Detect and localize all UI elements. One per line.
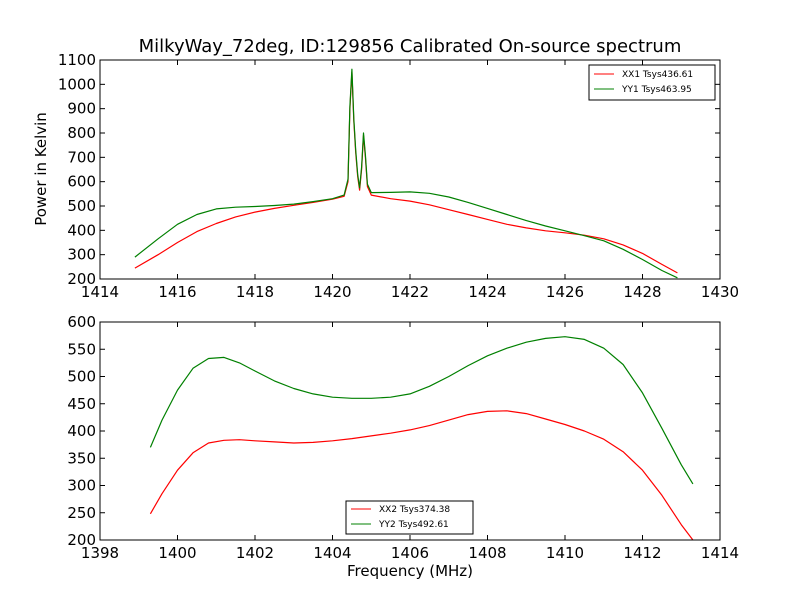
top-legend-box	[588, 64, 716, 101]
bottom-ytick-label: 250	[67, 504, 96, 522]
bottom-ytick-label: 600	[67, 313, 96, 331]
top-ytick-label: 700	[67, 148, 96, 166]
bottom-xtick-label: 1412	[623, 544, 661, 562]
top-xtick-label: 1428	[623, 283, 661, 301]
bottom-legend-label-xx2: XX2 Tsys374.38	[379, 505, 450, 515]
top-chart-ticks: 1414 1416 1418 1420 1422 1424 1426 1428 1430 200 3…	[58, 51, 739, 301]
top-series-line-2	[134, 68, 678, 279]
bottom-ytick-label: 200	[67, 531, 96, 549]
top-ytick-label: 1100	[58, 51, 96, 69]
bottom-chart-xlabel: Frequency (MHz)	[347, 562, 473, 580]
bottom-xtick-label: 1404	[313, 544, 351, 562]
bottom-xtick-label: 1406	[391, 544, 429, 562]
bottom-xtick-label: 1408	[468, 544, 506, 562]
bottom-chart-frame	[99, 321, 721, 541]
bottom-ytick-label: 350	[67, 449, 96, 467]
bottom-chart: Frequency (MHz) 1398 1400 1402 1404 1406 1408…	[67, 313, 739, 580]
top-chart-ylabel: Power in Kelvin	[32, 112, 50, 226]
top-xtick-label: 1418	[236, 283, 274, 301]
bottom-xtick-label: 1402	[236, 544, 274, 562]
top-chart-series	[134, 68, 678, 279]
top-xtick-label: 1416	[158, 283, 196, 301]
top-ytick-label: 900	[67, 100, 96, 118]
bottom-series-line-2	[149, 336, 694, 485]
top-ytick-label: 1000	[58, 75, 96, 93]
top-ytick-label: 500	[67, 197, 96, 215]
bottom-ytick-label: 300	[67, 477, 96, 495]
bottom-chart-ticks: 1398 1400 1402 1404 1406 1408 1410 1412 1414 200 2…	[67, 313, 739, 562]
top-ytick-label: 600	[67, 173, 96, 191]
bottom-xtick-label: 1398	[81, 544, 119, 562]
top-chart-frame	[99, 59, 721, 280]
top-ytick-label: 800	[67, 124, 96, 142]
bottom-legend-label-yy2: YY2 Tsys492.61	[378, 520, 449, 530]
top-legend-label-xx1: XX1 Tsys436.61	[622, 70, 693, 80]
top-chart-legend: XX1 Tsys436.61 YY1 Tsys463.95	[588, 64, 716, 101]
bottom-xtick-label: 1414	[701, 544, 739, 562]
top-ytick-label: 300	[67, 246, 96, 264]
bottom-series-line-1	[149, 410, 694, 541]
bottom-xtick-label: 1410	[546, 544, 584, 562]
bottom-xtick-label: 1400	[158, 544, 196, 562]
top-xtick-label: 1414	[81, 283, 119, 301]
bottom-chart-legend: XX2 Tsys374.38 YY2 Tsys492.61	[345, 500, 474, 535]
top-ytick-label: 400	[67, 221, 96, 239]
bottom-ytick-label: 400	[67, 422, 96, 440]
top-xtick-label: 1426	[546, 283, 584, 301]
bottom-ytick-label: 450	[67, 395, 96, 413]
top-chart: MilkyWay_72deg, ID:129856 Calibrated On-…	[32, 36, 739, 301]
top-xtick-label: 1424	[468, 283, 506, 301]
bottom-ytick-label: 550	[67, 340, 96, 358]
top-xtick-label: 1430	[701, 283, 739, 301]
top-legend-label-yy1: YY1 Tsys463.95	[621, 85, 692, 95]
bottom-chart-series	[149, 336, 694, 541]
top-chart-title: MilkyWay_72deg, ID:129856 Calibrated On-…	[139, 36, 682, 57]
top-xtick-label: 1420	[313, 283, 351, 301]
top-xtick-label: 1422	[391, 283, 429, 301]
top-ytick-label: 200	[67, 270, 96, 288]
bottom-legend-box	[345, 500, 474, 535]
bottom-ytick-label: 500	[67, 368, 96, 386]
